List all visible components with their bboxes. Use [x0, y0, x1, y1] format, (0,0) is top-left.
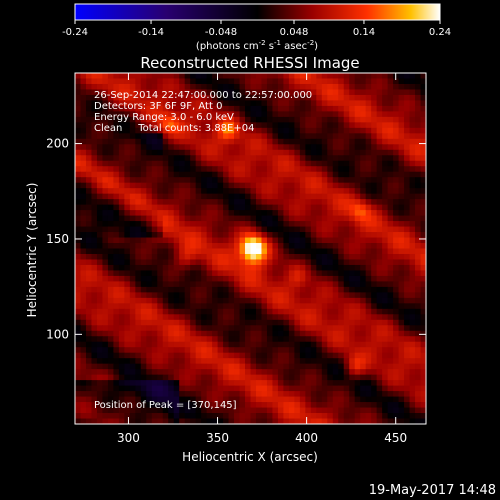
secondary-source: [185, 257, 186, 258]
colorbar-tick-label: 0.048: [280, 27, 309, 38]
colorbar-ticks: -0.24 -0.14 -0.048 0.048 0.14 0.24: [62, 20, 451, 38]
secondary-source: [354, 366, 355, 367]
y-tick-label: 150: [46, 232, 69, 246]
y-tick-label: 100: [46, 327, 69, 341]
x-tick-label: 400: [295, 431, 318, 445]
plot-frame: [74, 72, 427, 425]
colorbar-tick-label: -0.14: [138, 27, 164, 38]
x-tick-label: 450: [384, 431, 407, 445]
x-tick-label: 300: [117, 431, 140, 445]
x-axis-label: Heliocentric X (arcsec): [182, 450, 318, 464]
info-line-time: 26-Sep-2014 22:47:00.000 to 22:57:00.000: [94, 90, 312, 101]
secondary-source: [297, 277, 298, 278]
x-axis: 300 350 400 450: [117, 73, 407, 445]
info-text: 26-Sep-2014 22:47:00.000 to 22:57:00.000…: [94, 90, 312, 411]
chart-title: Reconstructed RHESSI Image: [140, 54, 359, 72]
colorbar-tick-label: -0.048: [205, 27, 237, 38]
secondary-source: [359, 210, 360, 211]
heatmap: [75, 73, 426, 424]
y-axis-label: Heliocentric Y (arcsec): [25, 183, 39, 318]
info-line-counts: Clean Total counts: 3.88E+04: [94, 123, 254, 134]
x-tick-label: 350: [206, 431, 229, 445]
y-axis: 100 150 200: [46, 137, 426, 341]
y-tick-label: 200: [46, 137, 69, 151]
footer-date: 19-May-2017 14:48: [369, 483, 496, 498]
peak-position-label: Position of Peak = [370,145]: [94, 400, 237, 411]
colorbar-strip: [74, 3, 441, 21]
info-line-detectors: Detectors: 3F 6F 9F, Att 0: [94, 101, 222, 112]
peak-source: [252, 247, 255, 250]
colorbar-units: (photons cm-2 s-1 asec-2): [196, 39, 318, 52]
colorbar: -0.24 -0.14 -0.048 0.048 0.14 0.24 (photons c…: [62, 3, 451, 52]
info-line-energy: Energy Range: 3.0 - 6.0 keV: [94, 112, 234, 123]
colorbar-tick-label: -0.24: [62, 27, 88, 38]
colorbar-tick-label: 0.14: [353, 27, 375, 38]
colorbar-tick-label: 0.24: [429, 27, 451, 38]
